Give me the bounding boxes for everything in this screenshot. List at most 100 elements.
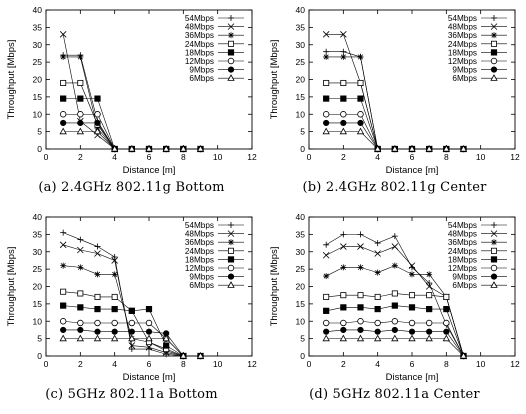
y-tick-label: 0: [300, 351, 305, 361]
y-tick-label: 20: [33, 75, 43, 85]
data-point: [340, 243, 347, 250]
data-point: [111, 271, 118, 278]
y-tick-label: 5: [300, 334, 305, 344]
legend-label: 36Mbps: [448, 238, 477, 247]
data-point: [111, 293, 118, 300]
data-point: [391, 302, 398, 309]
data-point: [145, 144, 153, 152]
series-6Mbps: [322, 334, 468, 359]
data-point: [60, 119, 67, 127]
data-point: [322, 319, 330, 327]
caption-d: (d) 5GHz 802.11a Center: [309, 387, 480, 402]
legend-label: 48Mbps: [185, 230, 214, 239]
plot-frame-a: [45, 9, 253, 150]
data-point: [94, 111, 101, 118]
x-tick-label: 2: [78, 152, 83, 162]
data-point: [323, 79, 330, 86]
y-tick-label: 15: [296, 299, 306, 309]
data-point: [408, 319, 416, 327]
legend-marker: [491, 15, 497, 21]
data-point: [77, 246, 84, 254]
x-tick-label: 6: [147, 359, 152, 369]
legend-label: 12Mbps: [185, 57, 214, 66]
chart-panel-b: 0 5 10 15 20 25 30 35 40 0 2 4 6 8 10 12 Distance [m] Thr…: [263, 0, 526, 207]
legend-marker: [227, 40, 234, 47]
legend-label: 9Mbps: [189, 66, 214, 75]
data-point: [196, 351, 205, 359]
data-point: [373, 144, 382, 152]
data-point: [357, 119, 364, 127]
data-point: [391, 233, 398, 240]
data-point: [391, 318, 399, 325]
legend-marker: [227, 264, 235, 272]
y-tick-label: 10: [33, 316, 43, 326]
data-point: [408, 304, 416, 311]
x-tick-label: 0: [44, 359, 49, 369]
data-point: [373, 334, 382, 342]
data-point: [374, 240, 381, 247]
x-tick-label: 6: [410, 152, 415, 162]
legend-label: 24Mbps: [185, 40, 214, 49]
data-point: [408, 334, 416, 342]
data-point: [145, 334, 153, 342]
y-tick-label: 40: [33, 5, 43, 15]
x-tick-label: 4: [375, 152, 380, 162]
data-point: [391, 326, 398, 334]
data-point: [408, 292, 415, 299]
data-point: [408, 328, 416, 335]
legend-a: 54Mbps48Mbps36Mbps24Mbps18Mbps12Mbps9Mbp…: [185, 14, 244, 83]
data-point: [76, 334, 85, 342]
legend-marker: [227, 23, 235, 30]
x-tick-label: 10: [476, 359, 486, 369]
data-point: [374, 319, 381, 327]
legend-label: 18Mbps: [185, 48, 214, 57]
x-tick-label: 8: [444, 359, 449, 369]
data-point: [426, 305, 433, 313]
data-point: [60, 95, 67, 102]
chart-panel-c: 0 5 10 15 20 25 30 35 40 0 2 4 6 8 10 12 Distance [m] Thr…: [0, 207, 263, 414]
data-point: [145, 319, 153, 327]
legend-marker: [490, 264, 498, 272]
y-tick-label: 40: [296, 5, 306, 15]
x-tick-label: 2: [341, 359, 346, 369]
data-point: [77, 79, 84, 86]
y-axis-label: Throughput [Mbps]: [6, 40, 17, 120]
data-point: [374, 305, 381, 313]
data-point: [322, 251, 330, 259]
data-point: [323, 307, 330, 314]
legend-marker: [228, 15, 234, 21]
data-point: [163, 342, 170, 349]
data-point: [76, 127, 85, 135]
y-tick-label: 10: [296, 109, 306, 119]
data-point: [77, 95, 84, 102]
y-tick-label: 25: [33, 264, 43, 274]
data-point: [60, 302, 67, 309]
data-point: [340, 31, 347, 38]
data-point: [196, 144, 205, 152]
data-point: [443, 293, 450, 300]
data-point: [425, 319, 433, 327]
legend-label: 6Mbps: [189, 74, 214, 83]
series-line: [63, 54, 201, 150]
legend-label: 18Mbps: [448, 255, 477, 264]
data-point: [60, 229, 67, 236]
data-point: [339, 127, 348, 135]
legend-b: 54Mbps48Mbps36Mbps24Mbps18Mbps12Mbps9Mbp…: [448, 14, 507, 83]
data-point: [111, 319, 118, 327]
data-point: [356, 127, 365, 135]
y-tick-label: 0: [300, 144, 305, 154]
data-point: [94, 250, 101, 257]
data-point: [356, 334, 365, 342]
legend-label: 12Mbps: [448, 57, 477, 66]
x-tick-label: 10: [476, 152, 486, 162]
data-point: [340, 119, 347, 127]
legend-marker: [228, 32, 234, 39]
series-6Mbps: [59, 127, 205, 152]
legend-marker: [228, 239, 234, 246]
data-point: [391, 262, 398, 269]
legend-label: 6Mbps: [452, 281, 477, 290]
data-point: [128, 346, 135, 353]
y-tick-label: 25: [296, 57, 306, 67]
data-point: [408, 144, 416, 152]
legend-label: 36Mbps: [448, 31, 477, 40]
